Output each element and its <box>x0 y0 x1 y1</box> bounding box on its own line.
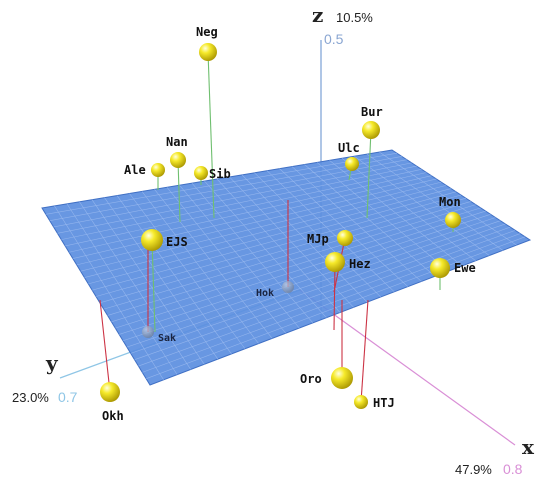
data-point-sphere <box>345 157 359 171</box>
point-ale: Ale <box>124 163 165 190</box>
point-label: Nan <box>166 135 188 149</box>
data-point-sphere <box>331 367 353 389</box>
data-point-sphere <box>141 229 163 251</box>
y-axis-tick: 0.7 <box>58 389 78 405</box>
point-sak: Sak <box>142 250 176 344</box>
point-label: Ale <box>124 163 146 177</box>
drop-line <box>99 299 111 393</box>
point-okh: Okh <box>99 299 124 423</box>
point-hok: Hok <box>256 200 294 299</box>
point-label: EJS <box>166 235 188 249</box>
drop-line <box>207 51 215 219</box>
z-axis-percent: 10.5% <box>336 10 373 25</box>
point-neg: Neg <box>196 25 218 219</box>
point-sib: Sib <box>194 166 231 185</box>
data-point-sphere <box>151 163 165 177</box>
point-label: Mon <box>439 195 461 209</box>
y-axis-percent: 23.0% <box>12 390 49 405</box>
data-point-sphere <box>100 382 120 402</box>
point-htj: HTJ <box>354 299 395 410</box>
point-bur: Bur <box>361 105 383 219</box>
grid-lines <box>45 151 526 380</box>
data-point-sphere <box>325 252 345 272</box>
data-point-sphere <box>430 258 450 278</box>
point-label: Ewe <box>454 261 476 275</box>
data-point-sphere <box>354 395 368 409</box>
point-label: HTJ <box>373 396 395 410</box>
point-label: Bur <box>361 105 383 119</box>
point-ulc: Ulc <box>338 141 360 181</box>
point-mjp: MJp <box>307 230 353 293</box>
point-label: Neg <box>196 25 218 39</box>
data-point-sphere <box>282 281 294 293</box>
y-axis-letter: y <box>45 351 59 375</box>
point-oro: Oro <box>300 300 353 389</box>
point-hez: Hez <box>325 252 371 331</box>
data-point-sphere <box>142 326 154 338</box>
drop-line <box>151 239 156 333</box>
data-point-sphere <box>194 166 208 180</box>
z-axis-tick: 0.5 <box>324 31 344 47</box>
point-label: Oro <box>300 372 322 386</box>
drop-line <box>177 159 181 223</box>
point-label: Sak <box>158 333 176 344</box>
data-point-sphere <box>199 43 217 61</box>
drop-line <box>366 129 372 219</box>
drop-line <box>333 261 336 331</box>
x-axis-tick: 0.8 <box>503 461 523 477</box>
data-point-sphere <box>170 152 186 168</box>
data-point-sphere <box>445 212 461 228</box>
point-label: MJp <box>307 232 329 246</box>
point-label: Sib <box>209 167 231 181</box>
point-label: Hok <box>256 288 274 299</box>
x-axis-letter: x <box>522 435 535 459</box>
x-axis-percent: 47.9% <box>455 462 492 477</box>
point-label: Hez <box>349 257 371 271</box>
point-ewe: Ewe <box>430 258 476 290</box>
point-label: Okh <box>102 409 124 423</box>
point-label: Ulc <box>338 141 360 155</box>
drop-line <box>360 299 369 403</box>
point-nan: Nan <box>166 135 188 223</box>
z-axis-letter: z <box>312 3 323 27</box>
data-point-sphere <box>362 121 380 139</box>
point-mon: Mon <box>439 195 461 232</box>
x-axis-line <box>299 289 516 446</box>
point-ejs: EJS <box>141 229 188 333</box>
data-point-sphere <box>337 230 353 246</box>
